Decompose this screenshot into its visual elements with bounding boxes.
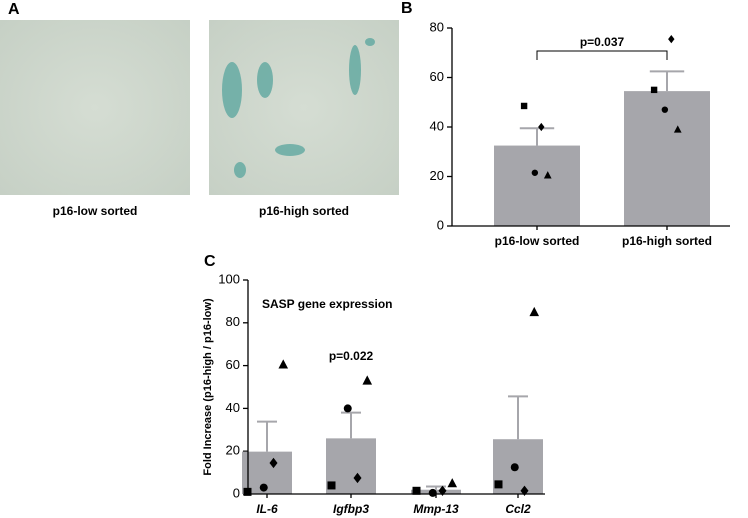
y-tick-label: 20	[226, 443, 240, 458]
x-tick-label: Mmp-13	[413, 502, 459, 516]
data-point	[259, 483, 268, 492]
y-tick-label: 80	[430, 19, 444, 34]
bar	[624, 91, 710, 226]
data-point	[269, 457, 278, 469]
y-tick-label: 60	[226, 357, 240, 372]
y-tick-label: 80	[226, 314, 240, 329]
data-point	[353, 472, 362, 484]
data-point	[531, 169, 539, 176]
y-tick-label: 20	[430, 168, 444, 183]
data-point	[510, 463, 519, 472]
data-point	[673, 125, 682, 133]
data-point	[661, 106, 669, 113]
data-point	[428, 488, 437, 497]
data-point	[412, 486, 421, 495]
data-point	[650, 86, 658, 94]
data-point	[343, 404, 352, 413]
panel-label: A	[8, 1, 20, 18]
data-point	[520, 102, 528, 110]
data-point	[668, 34, 675, 44]
y-tick-label: 40	[226, 400, 240, 415]
bar	[494, 145, 580, 226]
x-tick-label: Igfbp3	[333, 502, 369, 516]
x-tick-label: p16-high sorted	[622, 234, 712, 248]
y-tick-label: 100	[218, 271, 240, 286]
data-point	[447, 478, 458, 488]
data-point	[543, 171, 552, 179]
data-point	[278, 359, 289, 369]
significance-bracket	[536, 50, 668, 60]
y-axis-label: Fold Increase (p16-high / p16-low)	[202, 298, 214, 476]
micrograph	[0, 20, 190, 195]
panel-label: C	[204, 253, 216, 270]
y-tick-label: 0	[233, 485, 240, 500]
data-point	[362, 375, 373, 385]
data-point	[529, 306, 540, 317]
x-tick-label: IL-6	[256, 502, 278, 516]
panel-label: B	[401, 0, 413, 17]
x-tick-label: Ccl2	[505, 502, 531, 516]
data-point	[494, 480, 503, 489]
image-caption: p16-high sorted	[259, 204, 349, 218]
data-point	[327, 481, 336, 490]
stained-cells	[222, 38, 375, 178]
image-caption: p16-low sorted	[53, 204, 138, 218]
y-tick-label: 0	[437, 217, 444, 232]
annotation: p=0.037	[580, 35, 625, 49]
data-point	[538, 122, 545, 132]
x-tick-label: p16-low sorted	[495, 234, 580, 248]
y-tick-label: 40	[430, 118, 444, 133]
chart-title: SASP gene expression	[262, 297, 393, 311]
y-tick-label: 60	[430, 69, 444, 84]
annotation: p=0.022	[329, 349, 374, 363]
